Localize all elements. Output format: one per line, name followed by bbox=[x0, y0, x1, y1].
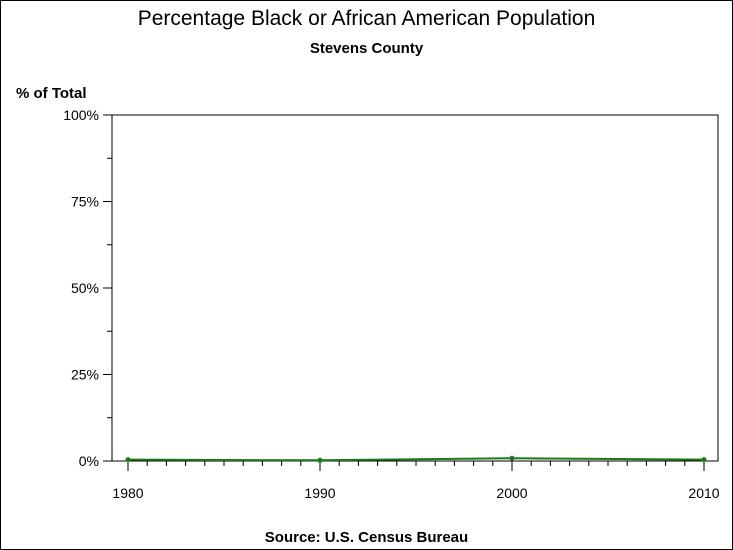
data-point bbox=[509, 455, 515, 461]
y-tick-label: 50% bbox=[71, 280, 99, 296]
x-tick-label: 2010 bbox=[688, 485, 719, 501]
y-axis-label: % of Total bbox=[16, 85, 87, 102]
x-tick-label: 1990 bbox=[304, 485, 335, 501]
data-point bbox=[125, 457, 131, 463]
y-tick-label: 25% bbox=[71, 367, 99, 383]
x-tick-label: 1980 bbox=[112, 485, 143, 501]
x-tick-label: 2000 bbox=[496, 485, 527, 501]
data-point bbox=[317, 457, 323, 463]
chart-title: Percentage Black or African American Pop… bbox=[137, 7, 596, 30]
data-point bbox=[701, 457, 707, 463]
plot-area bbox=[111, 114, 719, 462]
source-note: Source: U.S. Census Bureau bbox=[264, 529, 469, 546]
y-tick-label: 100% bbox=[63, 107, 99, 123]
chart-subtitle: Stevens County bbox=[309, 40, 424, 57]
series-line bbox=[127, 457, 705, 462]
y-tick-label: 0% bbox=[79, 453, 99, 469]
y-tick-label: 75% bbox=[71, 194, 99, 210]
